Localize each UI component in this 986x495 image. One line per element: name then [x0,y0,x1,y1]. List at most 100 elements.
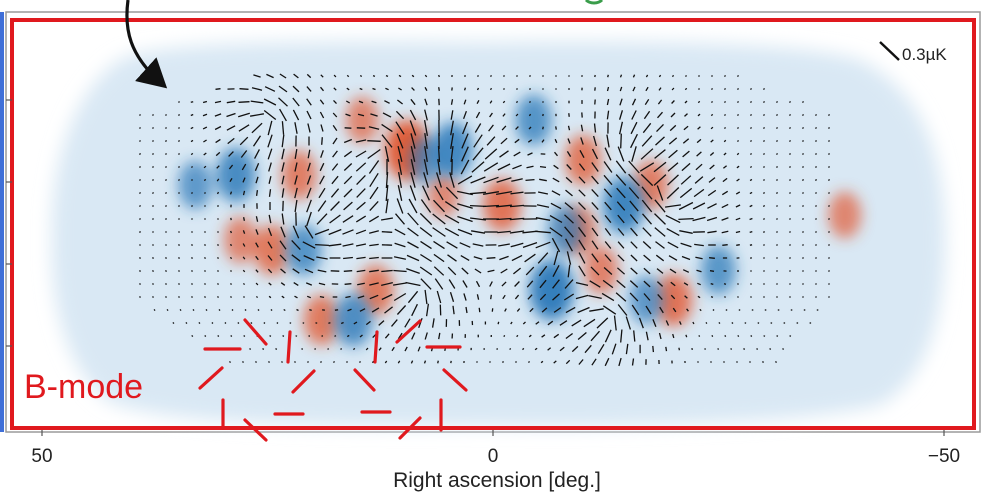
polarization-vector [603,161,613,173]
polarization-vector [537,252,549,264]
polarization-vector [282,335,285,337]
polarization-vector [385,184,389,202]
polarization-vector [355,215,367,223]
polarization-vector [684,100,688,104]
polarization-vector [497,230,511,234]
polarization-vector [472,147,484,161]
polarization-vector [333,87,337,91]
polarization-vector [357,295,365,299]
polarization-vector [347,308,352,312]
polarization-vector [665,320,670,326]
polarization-vector [522,321,526,325]
polarization-vector [526,165,534,169]
polarization-vector [281,148,285,160]
polarization-vector [658,87,662,91]
polarization-vector [680,242,692,248]
polarization-vector [474,268,482,274]
polarization-vector [425,303,430,317]
polarization-vector [216,191,220,195]
polarization-vector [330,188,340,198]
polarization-vector [763,166,765,168]
polarization-vector [684,295,688,299]
polarization-vector [359,75,363,77]
polarization-vector [139,166,141,168]
polarization-vector [371,360,375,364]
polarization-vector [369,282,379,286]
polarization-vector [423,172,429,188]
polarization-vector [393,256,407,260]
polarization-vector [228,164,234,170]
observation-patch [51,41,945,427]
polarization-vector [410,159,416,175]
polarization-vector [230,270,232,272]
polarization-vector [577,226,587,238]
polarization-vector [477,75,479,77]
polarization-vector [202,100,208,104]
polarization-vector [696,138,702,144]
polarization-vector [620,133,622,149]
polarization-vector [153,309,156,311]
polarization-vector [589,280,601,288]
polarization-vector [564,202,574,210]
polarization-vector [697,113,701,117]
polarization-vector [591,148,599,160]
polarization-vector [332,361,336,363]
polarization-vector [226,100,236,104]
polarization-vector [419,212,433,226]
polarization-vector [762,153,766,155]
polarization-vector [776,166,778,168]
polarization-vector [306,98,312,106]
polarization-vector [515,126,519,130]
polarization-vector [359,87,363,91]
polarization-vector [578,239,586,251]
polarization-vector [515,361,517,363]
polarization-vector [319,162,325,172]
polarization-vector [372,75,376,77]
polarization-vector [789,205,791,207]
cold-spots [178,94,736,347]
polarization-vector [385,171,389,189]
polarization-vector [469,191,487,195]
polarization-vector [536,204,550,208]
polarization-vector [565,189,573,197]
polarization-vector [165,153,167,155]
polarization-vector [393,269,407,273]
polarization-vector [436,290,442,304]
polarization-vector [633,330,636,342]
hot-spot [483,178,522,232]
polarization-vector [368,126,380,130]
polarization-vector [242,217,246,221]
polarization-vector [615,292,627,302]
polarization-vector [192,308,195,312]
polarization-vector [244,309,247,311]
polarization-vector [384,146,390,162]
polarization-vector [617,304,628,316]
polarization-vector [409,120,417,136]
polarization-vector [241,163,247,171]
polarization-vector [628,173,640,187]
polarization-vector [654,227,666,237]
polarization-vector [152,205,154,207]
polarization-vector [511,178,523,182]
polarization-vector [640,173,654,187]
polarization-vector [251,87,263,91]
polarization-vector [332,137,338,145]
polarization-vector [329,214,341,224]
polarization-vector [527,294,533,300]
polarization-vector [828,140,830,142]
polarization-vector [294,148,298,160]
polarization-vector [139,217,141,221]
polarization-vector [488,124,494,132]
polarization-vector [723,139,727,143]
polarization-vector [672,333,675,339]
polarization-vector [709,270,715,272]
polarization-vector [452,305,455,315]
polarization-vector [749,217,753,221]
polarization-vector [238,112,250,118]
polarization-vector [578,201,586,211]
polarization-vector [242,177,246,183]
polarization-vector [565,332,573,340]
polarization-vector [502,100,506,104]
polarization-vector [665,214,681,224]
polarization-vector [229,230,233,234]
